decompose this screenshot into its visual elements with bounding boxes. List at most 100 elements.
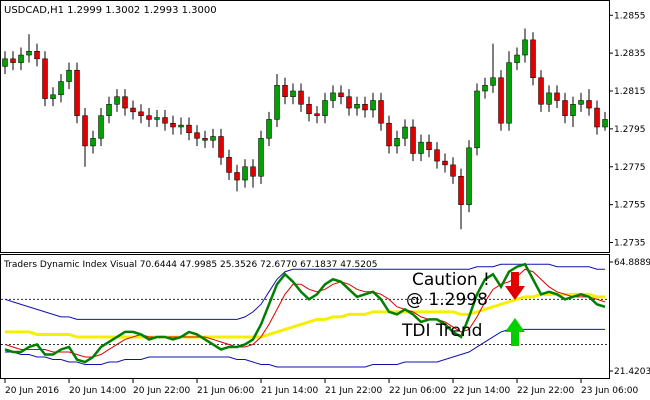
candle-body [530,39,536,79]
candle-body [522,39,528,56]
candle-body [514,54,520,63]
candle-body [578,100,584,105]
candle-body [546,92,552,105]
y-tick-label: 1.2855 [614,11,646,21]
indicator-line [4,268,606,358]
candle-body [394,138,400,147]
y-tick-label: 1.2815 [614,87,646,97]
annotation: Caution ! [412,270,490,290]
candle-body [538,77,544,105]
candle-body [10,58,16,63]
candle-body [202,138,208,141]
candle-body [162,117,168,124]
x-tick-label: 22 Jun 14:00 [453,386,510,396]
candle-body [474,90,480,149]
candle-body [434,149,440,162]
x-tick-label: 22 Jun 22:00 [517,386,574,396]
candle-body [58,81,64,96]
candle-body [442,160,448,166]
y-tick-label: 1.2775 [614,163,646,173]
candle-body [50,94,56,99]
candle-body [410,126,416,154]
candle-body [178,124,184,128]
candle-body [466,147,472,205]
candle-body [154,117,160,120]
candle-body [378,100,384,124]
candle-body [122,96,128,109]
candle-body [146,115,152,120]
candle-body [82,115,88,147]
candle-body [554,92,560,101]
candle-body [402,126,408,139]
candle-body [218,136,224,158]
candle-body [602,119,608,128]
x-tick-label: 21 Jun 14:00 [261,386,318,396]
y-tick-label: 21.4203 [614,367,650,377]
candle-body [586,100,592,109]
x-tick-label: 23 Jun 06:00 [581,386,638,396]
candle-body [298,90,304,105]
candle-body [42,58,48,99]
candle-body [450,164,456,177]
candle-body [98,115,104,139]
y-tick-label: 1.2795 [614,125,646,135]
indicator-line [5,328,605,368]
candle-body [346,96,352,109]
candle-body [594,107,600,128]
candle-body [106,104,112,116]
candle-body [498,77,504,124]
candle-body [458,175,464,205]
candle-body [570,104,576,116]
candle-body [130,107,136,113]
candle-body [362,104,368,111]
candle-body [170,122,176,128]
y-tick-label: 64.8889 [614,258,650,268]
candle-body [290,90,296,97]
candle-body [418,141,424,154]
candle-body [306,104,312,114]
x-tick-label: 20 Jun 2016 [5,386,59,396]
candle-body [210,136,216,141]
up-arrow [505,318,525,346]
candle-body [66,69,72,82]
annotation: @ 1.2998 [406,290,488,310]
candle-body [274,85,280,120]
plots: 1.2855 1.2835 1.2815 1.2795 1.2775 1.2755 1.27… [1,11,650,396]
candle-body [90,138,96,147]
candle-body [138,111,144,116]
candle-body [2,58,8,67]
candle-body [234,172,240,181]
chart-title: USDCAD,H1 1.2999 1.3002 1.2993 1.3000 [4,5,217,16]
candle-body [282,85,288,97]
price-panel [0,0,610,253]
candle-body [370,100,376,111]
candle-body [74,69,80,116]
indicator-panel [0,254,610,379]
down-arrow [505,272,525,300]
indicator-line [4,262,606,364]
indicator-title: Traders Dynamic Index Visual 70.6444 47.… [3,260,377,270]
candle-body [506,62,512,124]
y-tick-label: 1.2735 [614,239,646,249]
x-tick-label: 20 Jun 22:00 [133,386,190,396]
x-tick-label: 21 Jun 22:00 [325,386,382,396]
indicator-line [5,292,605,339]
candle-body [250,166,256,177]
x-tick-label: 22 Jun 06:00 [389,386,446,396]
candle-body [354,104,360,109]
candle-body [482,85,488,92]
candle-body [186,124,192,133]
candle-body [226,157,232,173]
candle-body [490,77,496,86]
candle-body [330,92,336,101]
annotation: TDI Trend [401,321,482,341]
candle-body [322,100,328,116]
candle-body [266,119,272,139]
y-tick-label: 1.2835 [614,49,646,59]
x-tick-label: 20 Jun 14:00 [69,386,126,396]
candle-body [314,113,320,116]
x-tick-label: 21 Jun 06:00 [197,386,254,396]
candle-body [386,122,392,147]
